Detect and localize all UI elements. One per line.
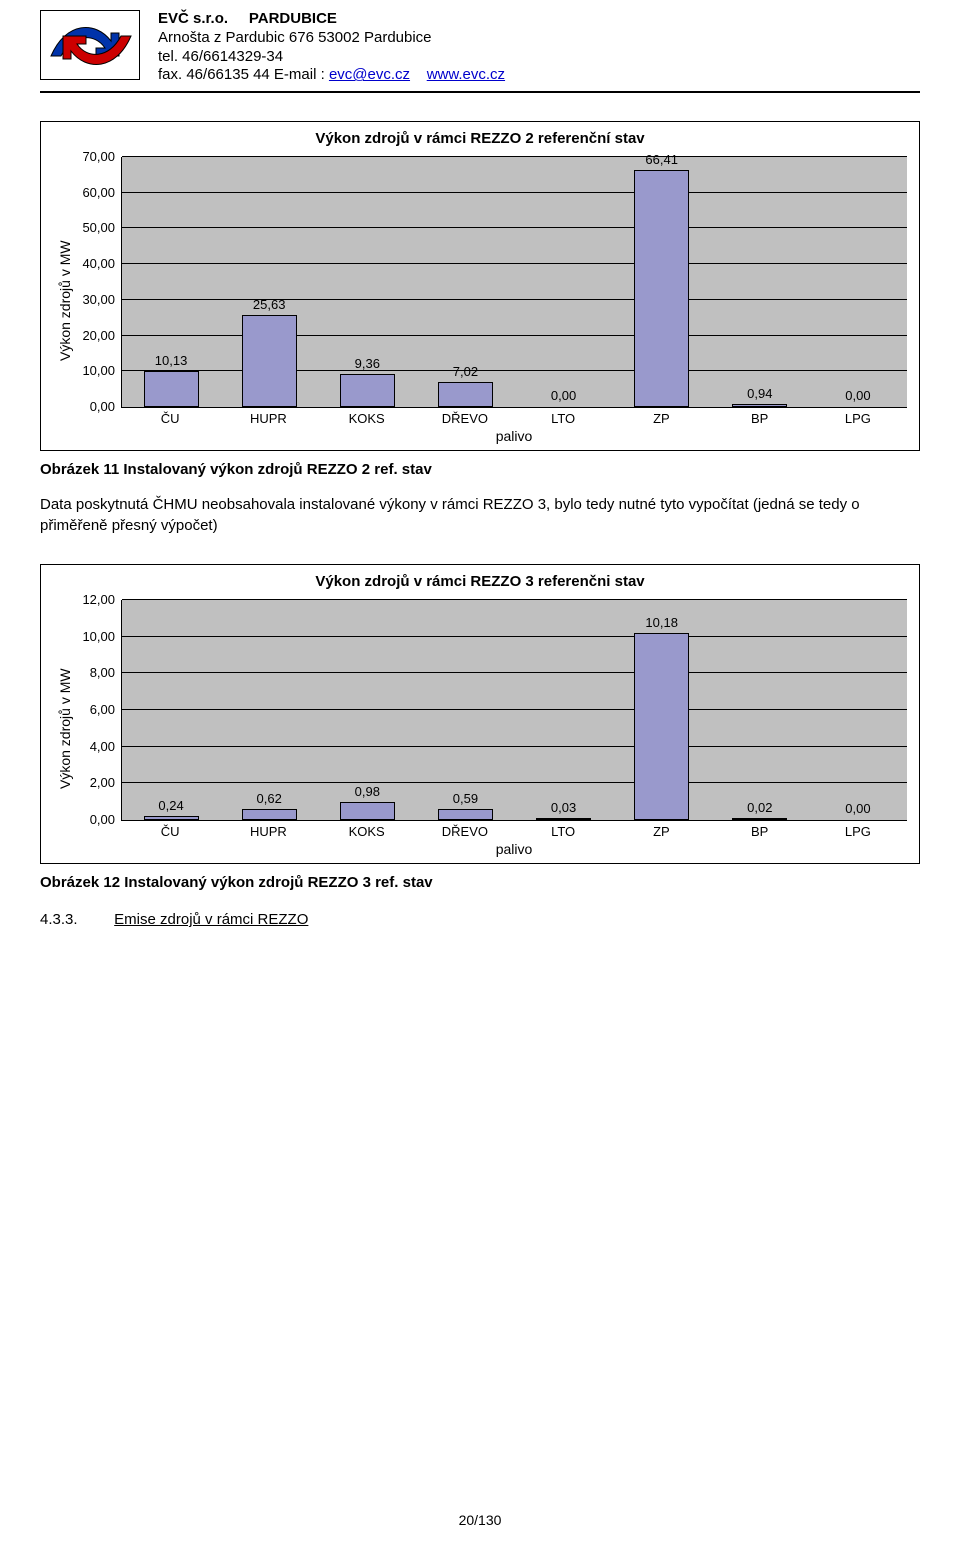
x-tick-label: KOKS — [318, 821, 416, 839]
bar: 0,62 — [242, 809, 297, 820]
section-number: 4.3.3. — [40, 911, 110, 928]
bar-value-label: 0,00 — [845, 801, 870, 820]
company-address: Arnošta z Pardubic 676 53002 Pardubice — [158, 29, 505, 48]
header-text-block: EVČ s.r.o. PARDUBICE Arnošta z Pardubic … — [158, 10, 505, 85]
x-tick-label: ZP — [612, 408, 710, 426]
chart1-title: Výkon zdrojů v rámci REZZO 2 referenční … — [53, 130, 907, 147]
bar-value-label: 0,94 — [747, 386, 772, 405]
x-tick-label: LPG — [809, 408, 907, 426]
bar-slot: 0,00 — [809, 600, 907, 820]
company-name: EVČ s.r.o. — [158, 10, 228, 27]
bar-value-label: 9,36 — [355, 356, 380, 375]
bar-slot: 0,94 — [711, 157, 809, 407]
bar: 0,98 — [340, 802, 395, 820]
bar-slot: 7,02 — [416, 157, 514, 407]
x-tick-label: BP — [711, 821, 809, 839]
bar-slot: 0,00 — [515, 157, 613, 407]
bar-slot: 66,41 — [613, 157, 711, 407]
x-tick-label: HUPR — [219, 408, 317, 426]
bar: 66,41 — [634, 170, 689, 407]
x-tick-label: KOKS — [318, 408, 416, 426]
chart1-y-label: Výkon zdrojů v MW — [53, 157, 77, 444]
bar-value-label: 0,02 — [747, 800, 772, 819]
chart1-x-label: palivo — [121, 428, 907, 444]
bar-slot: 10,13 — [122, 157, 220, 407]
chart2-title: Výkon zdrojů v rámci REZZO 3 referenčni … — [53, 573, 907, 590]
chart1-plot: 10,13 25,63 9,36 7,02 0,00 66,41 0,94 0,00 — [121, 157, 907, 408]
bar-slot: 9,36 — [318, 157, 416, 407]
bar: 7,02 — [438, 382, 493, 407]
chart-rezzo3: Výkon zdrojů v rámci REZZO 3 referenčni … — [40, 564, 920, 864]
bar-slot: 0,03 — [515, 600, 613, 820]
page-footer: 20/130 — [0, 1512, 960, 1528]
company-tel: tel. 46/6614329-34 — [158, 48, 505, 67]
x-tick-label: BP — [711, 408, 809, 426]
company-fax-prefix: fax. 46/66135 44 E-mail : — [158, 66, 329, 83]
bar-slot: 0,00 — [809, 157, 907, 407]
x-tick-label: LPG — [809, 821, 907, 839]
bar-value-label: 0,00 — [551, 388, 576, 407]
document-header: EVČ s.r.o. PARDUBICE Arnošta z Pardubic … — [40, 10, 920, 93]
chart2-y-label: Výkon zdrojů v MW — [53, 600, 77, 857]
bar-value-label: 25,63 — [253, 297, 286, 316]
chart2-plot: 0,24 0,62 0,98 0,59 0,03 10,18 0,02 0,00 — [121, 600, 907, 821]
bar-value-label: 10,18 — [645, 615, 678, 634]
bar: 0,03 — [536, 818, 591, 820]
x-tick-label: HUPR — [219, 821, 317, 839]
x-tick-label: ČU — [121, 821, 219, 839]
x-tick-label: ČU — [121, 408, 219, 426]
bar: 0,24 — [144, 816, 199, 820]
bar-value-label: 0,62 — [257, 791, 282, 810]
x-tick-label: DŘEVO — [416, 821, 514, 839]
bar-value-label: 7,02 — [453, 364, 478, 383]
company-email-link[interactable]: evc@evc.cz — [329, 66, 410, 83]
chart1-x-ticks: ČUHUPRKOKSDŘEVOLTOZPBPLPG — [121, 408, 907, 426]
bar: 10,13 — [144, 371, 199, 407]
chart2-x-ticks: ČUHUPRKOKSDŘEVOLTOZPBPLPG — [121, 821, 907, 839]
bar-value-label: 0,59 — [453, 791, 478, 810]
company-city: PARDUBICE — [249, 10, 337, 27]
bar-value-label: 0,24 — [158, 798, 183, 817]
bar-slot: 0,24 — [122, 600, 220, 820]
bar: 10,18 — [634, 633, 689, 820]
section-title: Emise zdrojů v rámci REZZO — [114, 911, 308, 928]
x-tick-label: ZP — [612, 821, 710, 839]
bar: 0,94 — [732, 404, 787, 407]
bar-value-label: 0,00 — [845, 388, 870, 407]
x-tick-label: DŘEVO — [416, 408, 514, 426]
x-tick-label: LTO — [514, 408, 612, 426]
bar-value-label: 0,03 — [551, 800, 576, 819]
bar-value-label: 66,41 — [645, 152, 678, 171]
x-tick-label: LTO — [514, 821, 612, 839]
bar-slot: 0,62 — [220, 600, 318, 820]
bar-slot: 0,98 — [318, 600, 416, 820]
bar-slot: 10,18 — [613, 600, 711, 820]
chart2-x-label: palivo — [121, 841, 907, 857]
section-heading: 4.3.3. Emise zdrojů v rámci REZZO — [40, 911, 920, 928]
chart1-y-ticks: 0,0010,0020,0030,0040,0050,0060,0070,00 — [77, 157, 121, 407]
chart-rezzo2: Výkon zdrojů v rámci REZZO 2 referenční … — [40, 121, 920, 451]
paragraph-chmu: Data poskytnutá ČHMU neobsahovala instal… — [40, 494, 920, 536]
company-web-link[interactable]: www.evc.cz — [427, 66, 505, 83]
bar-slot: 25,63 — [220, 157, 318, 407]
bar-value-label: 0,98 — [355, 784, 380, 803]
bar: 0,02 — [732, 818, 787, 820]
chart2-y-ticks: 0,002,004,006,008,0010,0012,00 — [77, 600, 121, 820]
caption-fig12: Obrázek 12 Instalovaný výkon zdrojů REZZ… — [40, 874, 920, 891]
bar: 9,36 — [340, 374, 395, 407]
bar: 25,63 — [242, 315, 297, 407]
bar-value-label: 10,13 — [155, 353, 188, 372]
bar: 0,59 — [438, 809, 493, 820]
bar-slot: 0,02 — [711, 600, 809, 820]
bar-slot: 0,59 — [416, 600, 514, 820]
caption-fig11: Obrázek 11 Instalovaný výkon zdrojů REZZ… — [40, 461, 920, 478]
company-logo — [40, 10, 140, 80]
